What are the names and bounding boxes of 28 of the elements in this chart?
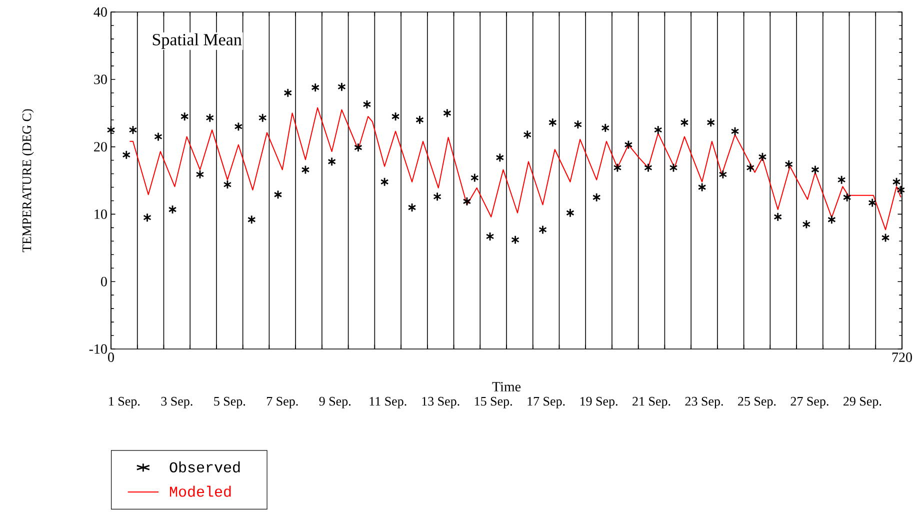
- x2-tick-label: 25 Sep.: [738, 396, 776, 408]
- x2-tick-label: 15 Sep.: [474, 396, 512, 408]
- x2-tick-label: 27 Sep.: [790, 396, 828, 408]
- x2-tick-label: 11 Sep.: [370, 396, 406, 408]
- x2-tick-label: 7 Sep.: [267, 396, 298, 408]
- y-tick-label: 20: [94, 142, 107, 152]
- y-tick-label: -10: [89, 344, 107, 354]
- x-tick-label: 720: [892, 352, 912, 362]
- annotation: Spatial Mean: [152, 33, 242, 49]
- x2-tick-label: 5 Sep.: [214, 396, 246, 408]
- x2-tick-label: 9 Sep.: [319, 396, 351, 408]
- x2-tick-label: 1 Sep.: [109, 396, 140, 408]
- y-tick-label: 30: [94, 74, 107, 84]
- y-tick-label: 40: [94, 7, 107, 17]
- x2-tick-label: 29 Sep.: [844, 396, 882, 408]
- y-tick-label: 10: [94, 209, 107, 219]
- y-axis-title: TEMPERATURE (DEG C): [22, 109, 34, 252]
- x2-tick-label: 3 Sep.: [161, 396, 192, 408]
- x2-tick-label: 23 Sep.: [685, 396, 723, 408]
- line-series: [129, 107, 902, 230]
- x-axis-title: Time: [492, 382, 521, 392]
- x2-tick-label: 19 Sep.: [580, 396, 618, 408]
- x2-tick-label: 17 Sep.: [528, 396, 565, 408]
- x2-tick-label: 21 Sep.: [632, 396, 670, 408]
- legend-label: Observed: [170, 461, 240, 472]
- y-tick-label: 0: [101, 276, 107, 286]
- x2-tick-label: 13 Sep.: [422, 396, 460, 408]
- legend-label: Modeled: [170, 486, 231, 497]
